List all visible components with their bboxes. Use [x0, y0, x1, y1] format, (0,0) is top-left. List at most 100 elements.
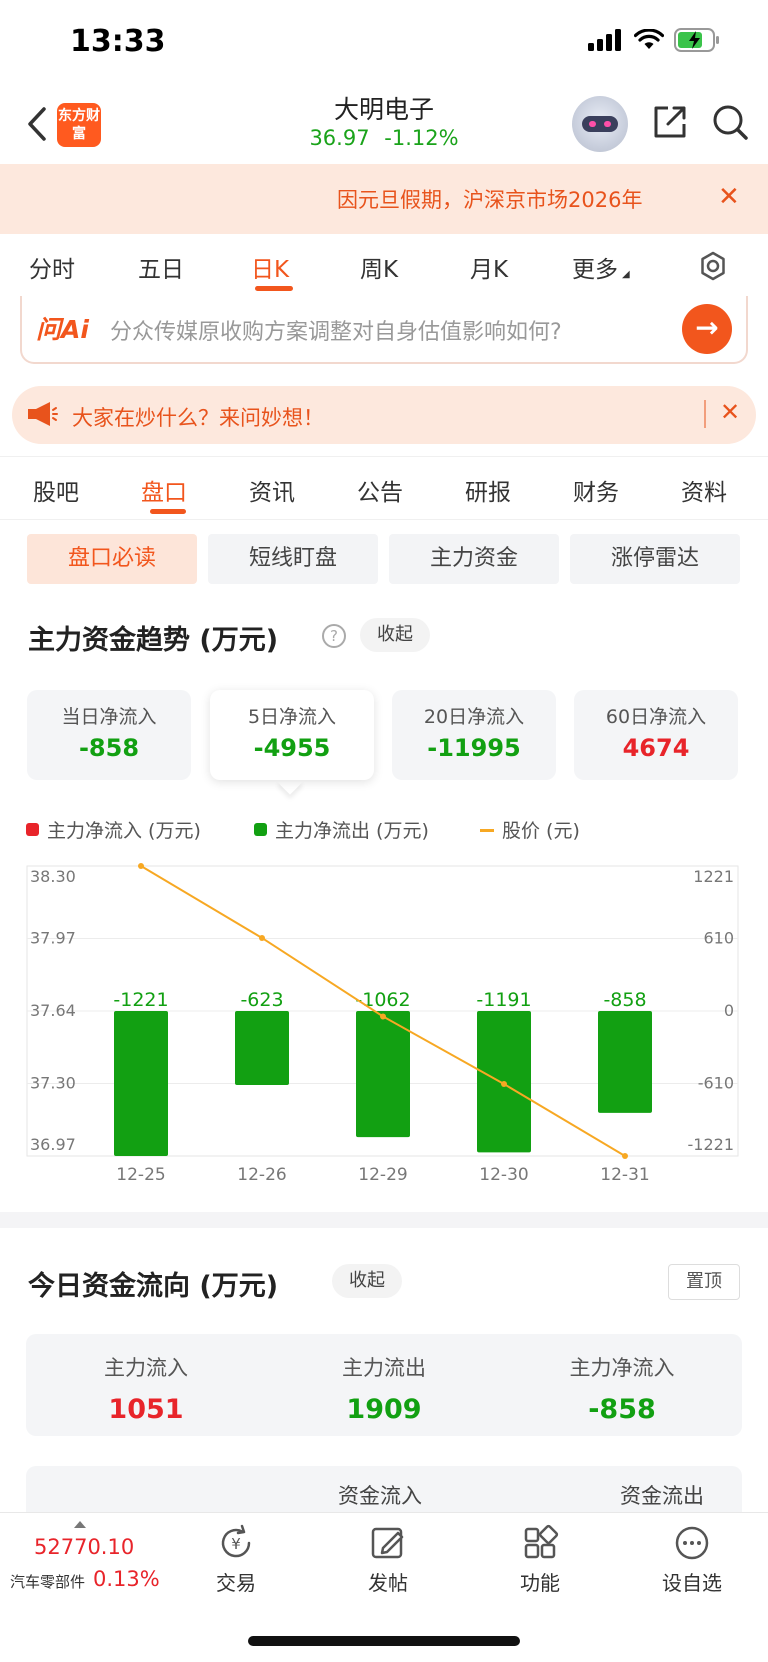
caret-up-icon: [74, 1521, 86, 1528]
gear-icon[interactable]: [697, 250, 729, 282]
flow-bar: [235, 1011, 289, 1085]
flow-chart: 38.30 37.97 37.64 37.30 36.97 1221 610 0 -610 -12…: [26, 863, 739, 1185]
today-inflow-label: 主力流入: [104, 1356, 188, 1380]
subtab-limit-radar[interactable]: 涨停雷达: [570, 534, 740, 584]
help-icon[interactable]: ?: [322, 624, 346, 648]
left-axis-tick: 37.30: [30, 1074, 76, 1093]
tab-profile[interactable]: 资料: [681, 480, 727, 506]
arrow-right-icon[interactable]: →: [682, 304, 732, 354]
battery-icon: [674, 28, 719, 52]
stock-price-row: 36.97 -1.12%: [0, 126, 768, 150]
price-point: [622, 1153, 628, 1159]
flow-bar-label: -1221: [113, 989, 168, 1011]
tab-news[interactable]: 资讯: [249, 480, 295, 506]
trend-collapse-button[interactable]: 收起: [360, 618, 430, 652]
app-logo[interactable]: 东方财富: [57, 103, 101, 147]
tab-guba[interactable]: 股吧: [33, 480, 79, 506]
tab-notices[interactable]: 公告: [357, 480, 403, 506]
robot-avatar-icon[interactable]: [572, 96, 628, 152]
tab-weekly-k[interactable]: 周K: [360, 257, 399, 283]
tab-pankou[interactable]: 盘口: [141, 480, 187, 506]
section-tab-indicator: [150, 509, 186, 514]
ai-logo: 问Ai: [36, 315, 89, 344]
subtab-main-funds[interactable]: 主力资金: [389, 534, 559, 584]
section-separator: [0, 1212, 768, 1228]
post-button[interactable]: 发帖: [338, 1523, 438, 1596]
ai-question-text: 分众传媒原收购方案调整对自身估值影响如何?: [110, 320, 562, 345]
left-axis-tick: 37.97: [30, 929, 76, 948]
robot-eye-right: [604, 121, 611, 127]
right-axis-tick: -610: [698, 1074, 734, 1093]
flow-card-5day[interactable]: 5日净流入 -4955: [210, 690, 374, 780]
subtab-short-term[interactable]: 短线盯盘: [208, 534, 378, 584]
home-indicator: [248, 1636, 520, 1646]
legend-line-price: [480, 829, 494, 832]
grid-icon: [524, 1524, 559, 1559]
edit-icon: [371, 1527, 404, 1559]
price-point: [501, 1081, 507, 1088]
flow-bar-label: -858: [603, 989, 646, 1011]
functions-button[interactable]: 功能: [490, 1523, 590, 1596]
legend-label-price: 股价 (元): [502, 820, 580, 842]
x-axis-label: 12-25: [116, 1165, 165, 1185]
right-axis-tick: 1221: [693, 867, 734, 886]
flow-card-60day[interactable]: 60日净流入 4674: [574, 690, 738, 780]
flow-card-value: 4674: [622, 734, 690, 762]
today-net-value: -858: [588, 1394, 656, 1425]
status-time: 13:33: [70, 24, 166, 59]
tab-wuri[interactable]: 五日: [138, 257, 184, 283]
today-net: 主力净流入 -858: [522, 1334, 722, 1425]
pin-top-button[interactable]: 置顶: [668, 1264, 740, 1300]
search-icon[interactable]: [710, 102, 750, 142]
flow-card-label: 当日净流入: [61, 706, 157, 728]
add-watchlist-button[interactable]: 设自选: [642, 1523, 742, 1596]
x-axis-label: 12-26: [237, 1165, 286, 1185]
tab-monthly-k[interactable]: 月K: [470, 257, 509, 283]
flow-bar: [598, 1011, 652, 1113]
flow-bar: [356, 1011, 410, 1138]
legend-label-inflow: 主力净流入 (万元): [47, 820, 201, 842]
table-header-inflow: 资金流入: [338, 1484, 422, 1508]
tab-finance[interactable]: 财务: [573, 480, 619, 506]
ask-banner-close-icon[interactable]: ✕: [720, 398, 741, 426]
trade-button[interactable]: ¥ 交易: [186, 1523, 286, 1596]
stock-price: 36.97: [309, 126, 370, 150]
flow-card-label: 60日净流入: [605, 706, 707, 728]
left-axis-tick: 36.97: [30, 1135, 76, 1154]
megaphone-icon: [28, 402, 58, 426]
flow-card-label: 5日净流入: [247, 706, 337, 728]
tab-more[interactable]: 更多 ◢: [572, 250, 630, 284]
x-axis-label: 12-31: [600, 1165, 649, 1185]
today-outflow-value: 1909: [346, 1394, 422, 1425]
svg-text:¥: ¥: [231, 1535, 241, 1553]
trade-label: 交易: [216, 1571, 256, 1595]
add-watchlist-label: 设自选: [662, 1571, 722, 1595]
ai-question-box[interactable]: 问Ai 分众传媒原收购方案调整对自身估值影响如何? →: [20, 296, 748, 364]
back-icon[interactable]: [22, 104, 52, 144]
subtab-must-read[interactable]: 盘口必读: [27, 534, 197, 584]
share-icon[interactable]: [650, 102, 690, 142]
status-bar: 13:33: [0, 0, 768, 84]
today-collapse-button[interactable]: 收起: [332, 1264, 402, 1298]
price-point: [380, 1013, 386, 1020]
announcement-close-icon[interactable]: ✕: [718, 182, 740, 212]
tab-daily-k[interactable]: 日K: [251, 257, 290, 283]
period-tabs: 分时 五日 日K 周K 月K 更多 ◢: [0, 234, 768, 296]
tab-fenshi[interactable]: 分时: [29, 257, 75, 283]
legend-swatch-outflow: [254, 823, 267, 836]
tab-research[interactable]: 研报: [465, 480, 511, 506]
today-inflow: 主力流入 1051: [46, 1334, 246, 1425]
tab-more-label: 更多: [572, 257, 618, 283]
ask-banner[interactable]: 大家在炒什么？来问妙想！ ✕: [12, 386, 756, 444]
flow-card-value: -11995: [427, 734, 521, 762]
flow-card-today[interactable]: 当日净流入 -858: [27, 690, 191, 780]
more-dots-icon: [675, 1526, 709, 1560]
today-outflow: 主力流出 1909: [284, 1334, 484, 1425]
today-flow-card: 主力流入 1051 主力流出 1909 主力净流入 -858: [26, 1334, 742, 1436]
status-icons: [588, 28, 720, 52]
announcement-banner[interactable]: 因元旦假期，沪深京市场2026年 ✕: [0, 164, 768, 234]
flow-card-20day[interactable]: 20日净流入 -11995: [392, 690, 556, 780]
index-value: 52770.10: [34, 1535, 135, 1559]
post-label: 发帖: [368, 1571, 408, 1595]
